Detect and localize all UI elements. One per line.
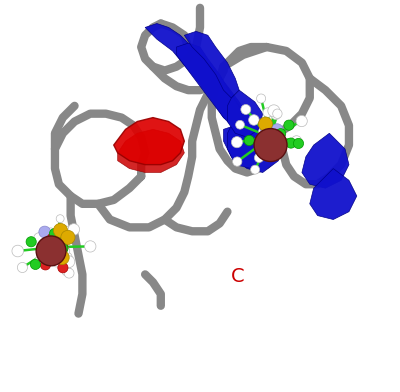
Circle shape [258,137,268,147]
Polygon shape [224,114,278,172]
Circle shape [236,120,244,129]
Circle shape [47,233,57,243]
Circle shape [263,145,277,159]
Circle shape [50,238,60,248]
Circle shape [231,137,242,148]
Circle shape [54,245,65,255]
Circle shape [52,258,61,267]
Circle shape [40,260,50,270]
Circle shape [263,108,272,117]
Circle shape [26,237,36,247]
Circle shape [286,138,296,148]
Circle shape [274,145,284,155]
Circle shape [55,250,69,265]
Polygon shape [310,169,357,220]
Circle shape [46,228,55,236]
Circle shape [85,241,96,252]
Circle shape [258,117,272,131]
Circle shape [251,165,260,174]
Circle shape [276,129,286,139]
Circle shape [256,94,266,103]
Circle shape [63,256,75,268]
Circle shape [268,105,280,117]
Polygon shape [184,31,239,98]
Circle shape [257,133,266,142]
Circle shape [50,229,60,239]
Circle shape [30,260,40,270]
Circle shape [12,245,24,257]
Circle shape [35,255,46,265]
Polygon shape [118,129,184,172]
Circle shape [68,224,80,235]
Circle shape [272,135,283,146]
Polygon shape [228,90,263,137]
Circle shape [271,110,281,120]
Polygon shape [145,24,247,125]
Circle shape [57,246,67,256]
Circle shape [60,246,70,256]
Circle shape [232,157,242,166]
Circle shape [249,115,259,125]
Circle shape [62,252,72,263]
Circle shape [264,131,274,141]
Circle shape [244,135,254,145]
Circle shape [294,138,304,149]
Circle shape [58,263,68,273]
Circle shape [64,268,74,278]
Circle shape [54,223,68,238]
Circle shape [53,239,65,250]
Polygon shape [228,118,267,169]
Circle shape [36,236,66,266]
Circle shape [54,250,64,260]
Circle shape [260,123,272,135]
Circle shape [58,242,68,252]
Circle shape [284,120,294,130]
Circle shape [56,215,64,223]
Circle shape [58,243,68,254]
Circle shape [17,262,28,272]
Circle shape [276,139,284,147]
Circle shape [39,226,51,238]
Circle shape [292,136,302,146]
Circle shape [61,230,75,245]
Circle shape [55,239,64,248]
Circle shape [62,266,72,276]
Circle shape [296,115,307,127]
Circle shape [271,124,283,136]
Circle shape [254,129,287,162]
Circle shape [254,153,264,163]
Text: C: C [230,267,244,286]
Polygon shape [114,118,184,165]
Circle shape [259,126,269,136]
Circle shape [34,232,46,245]
Circle shape [241,105,251,114]
Circle shape [267,136,281,150]
Circle shape [273,109,282,118]
Circle shape [56,250,64,258]
Circle shape [55,235,66,247]
Polygon shape [176,43,243,125]
Circle shape [54,236,65,246]
Circle shape [59,225,70,236]
Polygon shape [302,133,349,188]
